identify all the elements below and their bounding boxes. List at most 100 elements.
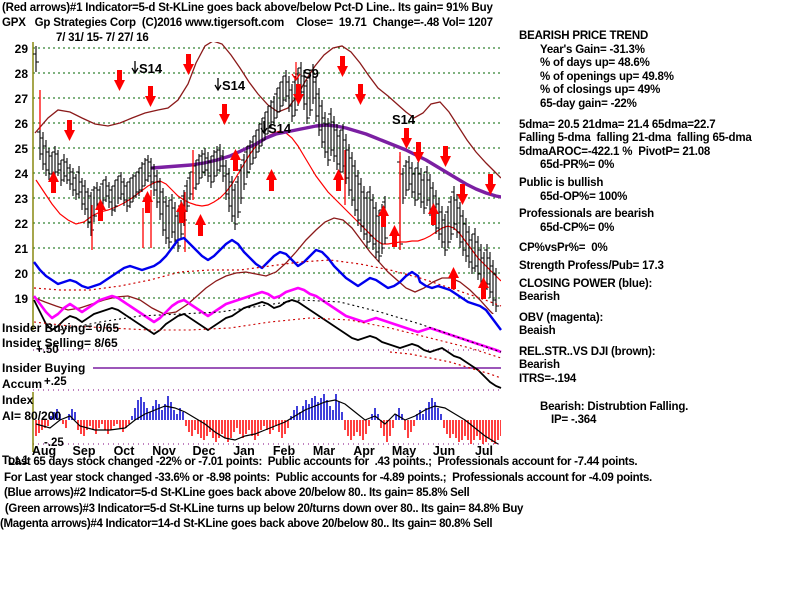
dma-values: 5dma= 20.5 21dma= 21.4 65dma=22.7 [519,118,716,131]
day65-gain: 65-day gain= -22% [540,97,637,110]
arrow-up-icon [478,277,489,299]
arrow-up-icon [142,191,153,213]
obv-value: Beaish [519,325,556,338]
y-tick-28: 28 [14,67,28,81]
dma-falling: Falling 5-dma falling 21-dma falling 65-… [519,132,752,145]
y-tick-21: 21 [14,242,28,256]
pct-openings-up: % of openings up= 49.8% [540,70,674,83]
cp-vs-pr: CP%vsPr%= 0% [519,242,608,255]
arrow-down-icon [413,142,424,163]
bottom-line-green-arrows: (Green arrows)#3 Indicator=5-d St-KLine … [2,502,524,515]
arrow-down-icon [219,104,230,125]
closing-power-label: CLOSING POWER (blue): [519,277,653,290]
signal-label-s14-1: S14 [139,61,163,76]
distribution-status: Bearish: Distrubtion Falling. [540,400,689,413]
arrow-up-icon [230,149,241,171]
arrow-up-icon [428,203,439,225]
y-tick-24: 24 [14,167,28,181]
closing-power-value: Bearish [519,291,560,304]
arrow-up-icon [176,201,187,223]
professionals-sentiment: Professionals are bearish [519,208,654,221]
x-tick-jun: Jun [432,444,456,458]
arrow-down-icon [145,86,156,107]
pr65: 65d-PR%= 0% [540,159,615,172]
x-tick-aug: Aug [31,444,57,458]
x-tick-sep: Sep [72,444,96,458]
bottom-line-blue-arrows: (Blue arrows)#2 Indicator=5-d St-KLine g… [4,487,470,500]
bottom-line-magenta-arrows: (Magenta arrows)#4 Indicator=14-d St-KLi… [0,518,493,531]
arrow-down-icon [485,174,496,195]
strength-profess-pub: Strength Profess/Pub= 17.3 [519,259,664,272]
signal-label-s14-2: S14 [222,78,246,93]
arrow-up-icon [333,169,344,191]
arrow-up-icon [266,169,277,191]
arrow-small-icon [291,62,301,82]
scale-plus-25-label: +.25 [44,376,67,388]
relstr-value: Bearish [519,359,560,372]
aroc-pivot: 5dmaAROC=-422.1 % PivotP= 21.08 [519,145,711,158]
itrs-value: ITRS=-.194 [519,373,577,386]
arrow-up-icon [195,214,206,236]
arrow-down-icon [440,146,451,167]
info-panel: BEARISH PRICE TREND Year's Gain= -31.3% … [519,30,800,428]
op65: 65d-OP%= 100% [540,190,628,203]
scale-plus-50-label: +.50 [36,344,59,356]
arrow-down-icon [293,84,304,105]
cp65: 65d-CP%= 0% [540,221,615,234]
closing-power-line [33,236,502,331]
x-tick-mar: Mar [312,444,336,458]
pct-closings-up: % of closings up= 49% [540,84,661,97]
arrow-down-icon [64,120,75,141]
bottom-line-year: For Last year stock changed -33.6% or -8… [4,471,652,484]
accum-label: Accum [2,377,43,391]
public-sentiment: Public is bullish [519,176,604,189]
bottom-total-prefix: Tot.1 [2,455,29,467]
header-ticker-line: GPX Gp Strategies Corp (C)2016 www.tiger… [2,17,493,29]
arrow-up-icon [48,171,59,193]
years-gain: Year's Gain= -31.3% [540,43,645,56]
arrow-down-icon [401,128,412,149]
pct-days-up: % of days up= 48.6% [540,57,650,70]
insider-selling-count-label: Insider Selling= 8/65 [2,336,118,350]
insider-buying-label: Insider Buying [2,361,86,375]
y-tick-22: 22 [14,217,28,231]
x-tick-nov: Nov [152,444,176,458]
x-tick-jan: Jan [233,444,255,458]
y-tick-26: 26 [14,117,28,131]
band-lower [34,217,494,314]
obv-trend-dotted-red [33,317,502,359]
accumulation-histogram [35,394,501,445]
arrow-up-icon [95,199,106,221]
arrow-down-icon [183,54,194,75]
y-tick-23: 23 [14,192,28,206]
x-tick-dec: Dec [192,444,216,458]
price-bars [33,46,499,312]
signal-label-s9: S9 [303,66,319,81]
x-tick-apr: Apr [353,444,375,458]
y-tick-19: 19 [14,292,28,306]
relstr-label: REL.STR..VS DJI (brown): [519,345,656,358]
arrow-up-icon [378,205,389,227]
accum-trend-dotted-red [389,351,502,379]
ai-ratio-label: AI= 80/200 [2,409,62,423]
price-gridlines [33,47,501,299]
y-tick-20: 20 [14,267,28,281]
signal-label-s14-4: S14 [392,112,416,127]
header-date-range: 7/ 31/ 15- 7/ 27/ 16 [56,32,149,44]
accum-smoothing-line [35,399,499,445]
signal-arrows [48,54,496,299]
arrow-up-icon [448,267,459,289]
scale-minus-25-label: -.25 [44,437,64,449]
x-tick-may: May [391,444,417,458]
closing-power-trend [33,259,502,307]
arrow-down-icon [114,70,125,91]
x-tick-jul: Jul [474,444,494,458]
y-tick-29: 29 [14,42,28,56]
insider-buying-count-label: Insider Buying= 0/65 [2,321,120,335]
band-upper [34,42,501,179]
ip-value: IP= -.364 [551,414,597,427]
header-indicator-line: (Red arrows)#1 Indicator=5-d St-KLine go… [2,2,493,14]
signal-line [35,130,501,282]
signal-label-s14-3: S14 [268,121,292,136]
